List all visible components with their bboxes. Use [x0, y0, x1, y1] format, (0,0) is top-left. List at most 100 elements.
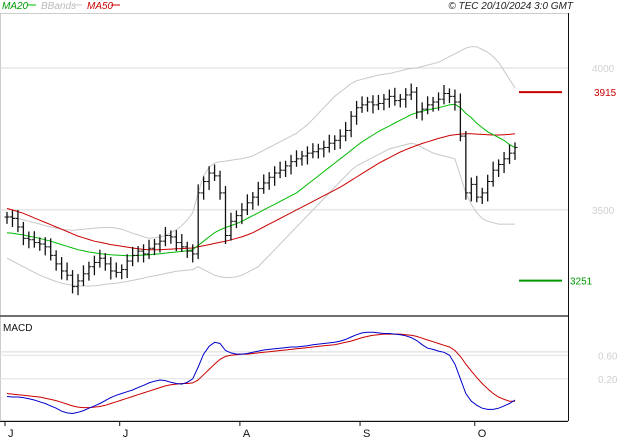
price-bar — [162, 226, 168, 247]
price-bar — [392, 87, 398, 106]
price-bar — [151, 238, 157, 256]
price-bar — [266, 172, 272, 190]
price-bar — [228, 212, 234, 241]
price-bar — [365, 96, 371, 112]
level-label-1: 3251 — [570, 277, 593, 288]
price-bar — [288, 154, 294, 175]
price-bar — [272, 166, 278, 186]
price-bar — [255, 181, 261, 206]
price-tick-label-0: 4000 — [592, 64, 615, 75]
price-bar — [31, 231, 37, 248]
level-markers: 3915 3251 — [519, 88, 617, 288]
price-bar — [102, 253, 108, 271]
price-bar — [113, 262, 119, 278]
price-bar — [414, 86, 420, 119]
price-bar — [239, 203, 245, 225]
price-bar — [108, 257, 114, 280]
legend-bbands-label: BBands — [41, 1, 76, 12]
price-bar — [277, 161, 283, 179]
price-bar — [91, 255, 97, 276]
price-bar — [48, 238, 54, 261]
price-bar — [485, 174, 491, 202]
price-bar — [375, 94, 381, 110]
price-bar — [479, 187, 485, 204]
macd-gridlines: 0.60 0.20 — [0, 351, 618, 386]
macd-tick-label-0: 0.60 — [598, 351, 618, 362]
price-bar — [15, 209, 21, 233]
price-bar — [222, 186, 228, 245]
price-bar — [512, 142, 518, 160]
month-label-2: A — [243, 428, 251, 440]
price-bar — [75, 274, 81, 296]
price-bar — [381, 94, 387, 111]
price-bar — [168, 230, 174, 244]
macd-panel — [0, 316, 569, 421]
price-bar — [501, 152, 507, 174]
price-bar — [217, 170, 223, 200]
price-bar — [173, 230, 179, 252]
price-bar — [179, 234, 185, 252]
price-bar — [326, 134, 332, 153]
price-bar — [310, 143, 316, 159]
month-label-4: O — [478, 428, 487, 440]
price-bar — [9, 210, 15, 227]
price-bar — [4, 211, 10, 224]
level-label-0: 3915 — [594, 88, 617, 99]
price-bar — [463, 130, 469, 200]
price-bar — [332, 135, 338, 151]
macd-lines — [6, 331, 516, 415]
price-bar — [141, 244, 147, 263]
price-bar — [201, 176, 207, 200]
price-bar — [343, 121, 349, 142]
price-bar — [244, 194, 250, 216]
price-bar — [124, 254, 130, 279]
price-bar — [157, 234, 163, 253]
month-label-0: J — [8, 428, 14, 440]
macd-line — [6, 331, 516, 415]
moving-averages — [6, 103, 516, 257]
price-bar — [315, 143, 321, 159]
price-bar — [146, 239, 152, 260]
price-bar — [452, 89, 458, 111]
price-bar — [441, 84, 447, 105]
price-bar — [321, 140, 327, 158]
price-panel — [0, 13, 569, 316]
price-bar — [294, 150, 300, 167]
price-bar — [425, 96, 431, 115]
price-tick-label-1: 3500 — [592, 206, 615, 217]
price-bar — [130, 246, 136, 267]
price-bar — [86, 261, 92, 281]
price-bar — [135, 245, 141, 263]
price-bar — [70, 270, 76, 294]
price-bar — [397, 94, 403, 108]
price-bar — [42, 237, 48, 256]
price-bar — [507, 144, 513, 164]
bband-lower-line — [6, 142, 515, 287]
price-bar — [53, 250, 59, 271]
price-bar — [370, 95, 376, 114]
legend: MA20 BBands MA50 — [2, 1, 120, 12]
price-bar — [250, 192, 256, 210]
price-bar — [403, 88, 409, 108]
price-bar — [119, 264, 125, 280]
price-bar — [304, 146, 310, 165]
price-bar — [299, 150, 305, 166]
price-bar — [337, 129, 343, 149]
macd-title: MACD — [3, 323, 32, 334]
copyright-text: © TEC 20/10/2024 3:0 GMT — [448, 1, 574, 12]
price-bars — [4, 83, 518, 296]
price-bar — [37, 237, 43, 251]
price-bar — [64, 262, 70, 281]
legend-ma50-label: MA50 — [87, 1, 114, 12]
price-bar — [195, 184, 201, 260]
price-bar — [283, 160, 289, 177]
price-gridlines: 4000 3500 — [0, 64, 615, 353]
price-bar — [26, 231, 32, 249]
price-bar — [474, 175, 480, 203]
bband-upper-line — [6, 46, 516, 239]
bollinger-bands — [6, 46, 516, 287]
price-bar — [490, 161, 496, 187]
price-bar — [359, 96, 365, 113]
